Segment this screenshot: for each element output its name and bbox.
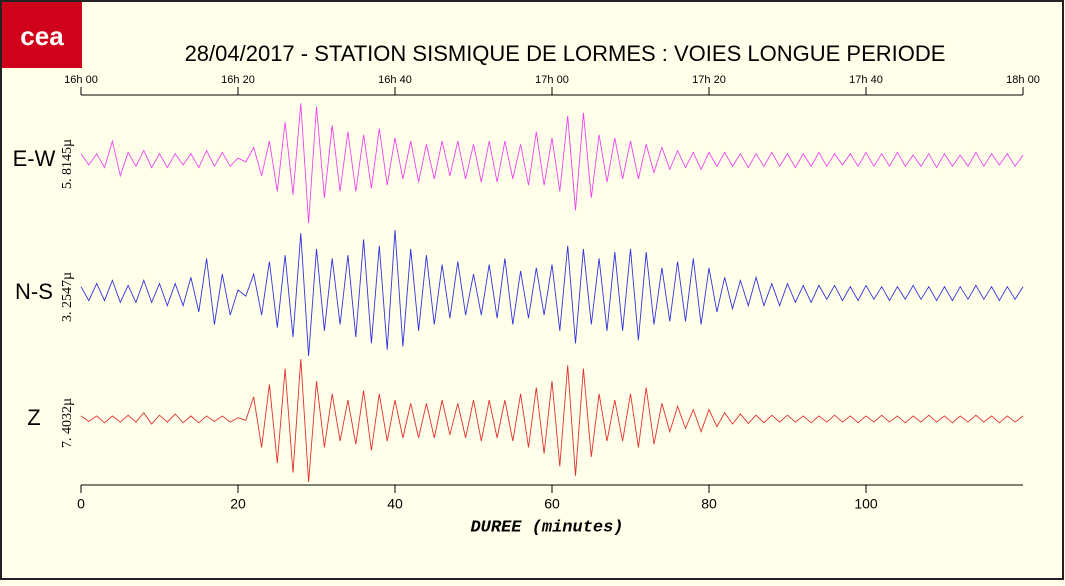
top-tick-label: 17h 40	[849, 74, 883, 86]
top-tick-label: 18h 00	[1006, 74, 1040, 86]
scale-label: 7. 4032µ	[60, 398, 75, 448]
trace	[80, 103, 1024, 224]
x-tick-label: 60	[544, 496, 560, 512]
top-tick-label: 17h 00	[535, 74, 569, 86]
trace-name: E-W	[13, 146, 56, 171]
x-tick-label: 100	[854, 496, 878, 512]
x-tick-label: 40	[387, 496, 403, 512]
x-tick-label: 20	[230, 496, 246, 512]
chart-title: 28/04/2017 - STATION SISMIQUE DE LORMES …	[185, 41, 946, 66]
x-axis-label: DUREE (minutes)	[470, 518, 623, 537]
logo-box	[2, 2, 82, 68]
top-tick-label: 17h 20	[692, 74, 726, 86]
trace-name: Z	[27, 405, 40, 430]
logo: cea	[2, 2, 82, 68]
logo-text: cea	[20, 21, 64, 51]
trace	[80, 229, 1024, 357]
top-tick-label: 16h 20	[221, 74, 255, 86]
scale-label: 5. 8145µ	[60, 139, 75, 189]
top-tick-label: 16h 00	[64, 74, 98, 86]
x-tick-label: 0	[77, 496, 85, 512]
top-tick-label: 16h 40	[378, 74, 412, 86]
scale-label: 3. 2547µ	[60, 272, 75, 322]
x-tick-label: 80	[701, 496, 717, 512]
trace-name: N-S	[15, 279, 53, 304]
trace	[80, 359, 1024, 483]
